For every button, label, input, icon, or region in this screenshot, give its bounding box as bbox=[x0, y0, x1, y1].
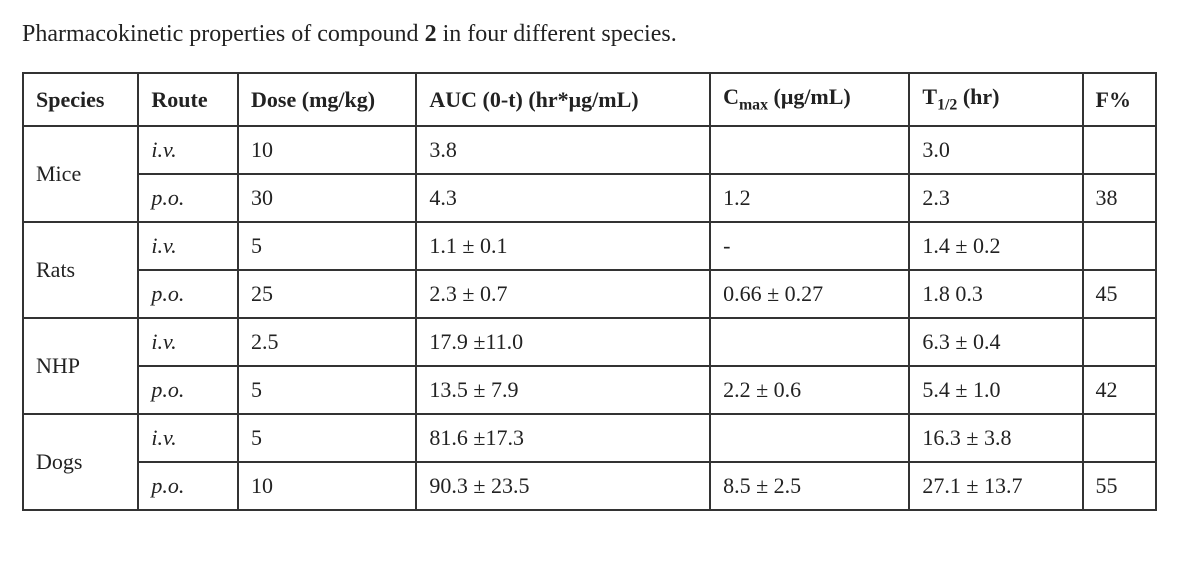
cell-route: p.o. bbox=[138, 270, 238, 318]
table-row: Dogsi.v.581.6 ±17.316.3 ± 3.8 bbox=[23, 414, 1156, 462]
cell-auc: 2.3 ± 0.7 bbox=[416, 270, 710, 318]
cell-dose: 10 bbox=[238, 126, 416, 174]
cell-dose: 5 bbox=[238, 366, 416, 414]
cell-auc: 13.5 ± 7.9 bbox=[416, 366, 710, 414]
cell-species: Rats bbox=[23, 222, 138, 318]
cell-dose: 5 bbox=[238, 414, 416, 462]
cell-thalf: 3.0 bbox=[909, 126, 1082, 174]
cell-cmax: 8.5 ± 2.5 bbox=[710, 462, 909, 510]
cell-cmax: 2.2 ± 0.6 bbox=[710, 366, 909, 414]
caption-compound-number: 2 bbox=[425, 21, 437, 47]
cell-thalf: 5.4 ± 1.0 bbox=[909, 366, 1082, 414]
cell-thalf: 16.3 ± 3.8 bbox=[909, 414, 1082, 462]
cell-species: Mice bbox=[23, 126, 138, 222]
col-species: Species bbox=[23, 73, 138, 125]
cell-auc: 1.1 ± 0.1 bbox=[416, 222, 710, 270]
cell-route: p.o. bbox=[138, 462, 238, 510]
cell-f: 38 bbox=[1083, 174, 1156, 222]
cell-cmax bbox=[710, 414, 909, 462]
col-auc: AUC (0-t) (hr*μg/mL) bbox=[416, 73, 710, 125]
cell-thalf: 2.3 bbox=[909, 174, 1082, 222]
table-caption: Pharmacokinetic properties of compound 2… bbox=[22, 18, 1161, 50]
cell-route: i.v. bbox=[138, 222, 238, 270]
caption-post: in four different species. bbox=[437, 21, 677, 47]
cell-cmax: - bbox=[710, 222, 909, 270]
cell-dose: 25 bbox=[238, 270, 416, 318]
table-row: p.o.252.3 ± 0.70.66 ± 0.271.8 0.345 bbox=[23, 270, 1156, 318]
cell-cmax bbox=[710, 318, 909, 366]
cell-route: i.v. bbox=[138, 126, 238, 174]
table-row: NHPi.v.2.517.9 ±11.06.3 ± 0.4 bbox=[23, 318, 1156, 366]
col-dose: Dose (mg/kg) bbox=[238, 73, 416, 125]
col-f: F% bbox=[1083, 73, 1156, 125]
cell-auc: 4.3 bbox=[416, 174, 710, 222]
cell-species: Dogs bbox=[23, 414, 138, 510]
table-row: Micei.v.103.83.0 bbox=[23, 126, 1156, 174]
table-header-row: Species Route Dose (mg/kg) AUC (0-t) (hr… bbox=[23, 73, 1156, 125]
col-route: Route bbox=[138, 73, 238, 125]
cell-cmax: 0.66 ± 0.27 bbox=[710, 270, 909, 318]
cell-auc: 81.6 ±17.3 bbox=[416, 414, 710, 462]
col-cmax: Cmax (μg/mL) bbox=[710, 73, 909, 125]
cell-dose: 10 bbox=[238, 462, 416, 510]
cell-thalf: 1.8 0.3 bbox=[909, 270, 1082, 318]
cell-auc: 90.3 ± 23.5 bbox=[416, 462, 710, 510]
cell-thalf: 27.1 ± 13.7 bbox=[909, 462, 1082, 510]
cell-route: i.v. bbox=[138, 318, 238, 366]
cell-thalf: 1.4 ± 0.2 bbox=[909, 222, 1082, 270]
cell-auc: 3.8 bbox=[416, 126, 710, 174]
pk-table-body: Micei.v.103.83.0p.o.304.31.22.338Ratsi.v… bbox=[23, 126, 1156, 510]
table-row: p.o.513.5 ± 7.92.2 ± 0.65.4 ± 1.042 bbox=[23, 366, 1156, 414]
cell-f bbox=[1083, 414, 1156, 462]
table-row: p.o.304.31.22.338 bbox=[23, 174, 1156, 222]
cell-cmax: 1.2 bbox=[710, 174, 909, 222]
cell-f bbox=[1083, 126, 1156, 174]
cell-f: 45 bbox=[1083, 270, 1156, 318]
cell-auc: 17.9 ±11.0 bbox=[416, 318, 710, 366]
cell-dose: 2.5 bbox=[238, 318, 416, 366]
table-row: Ratsi.v.51.1 ± 0.1-1.4 ± 0.2 bbox=[23, 222, 1156, 270]
pk-table: Species Route Dose (mg/kg) AUC (0-t) (hr… bbox=[22, 72, 1157, 510]
col-thalf: T1/2 (hr) bbox=[909, 73, 1082, 125]
cell-f bbox=[1083, 318, 1156, 366]
cell-route: i.v. bbox=[138, 414, 238, 462]
cell-thalf: 6.3 ± 0.4 bbox=[909, 318, 1082, 366]
cell-f bbox=[1083, 222, 1156, 270]
caption-pre: Pharmacokinetic properties of compound bbox=[22, 21, 425, 47]
cell-f: 55 bbox=[1083, 462, 1156, 510]
cell-f: 42 bbox=[1083, 366, 1156, 414]
cell-dose: 30 bbox=[238, 174, 416, 222]
cell-species: NHP bbox=[23, 318, 138, 414]
cell-dose: 5 bbox=[238, 222, 416, 270]
cell-route: p.o. bbox=[138, 366, 238, 414]
table-row: p.o.1090.3 ± 23.58.5 ± 2.527.1 ± 13.755 bbox=[23, 462, 1156, 510]
cell-cmax bbox=[710, 126, 909, 174]
cell-route: p.o. bbox=[138, 174, 238, 222]
